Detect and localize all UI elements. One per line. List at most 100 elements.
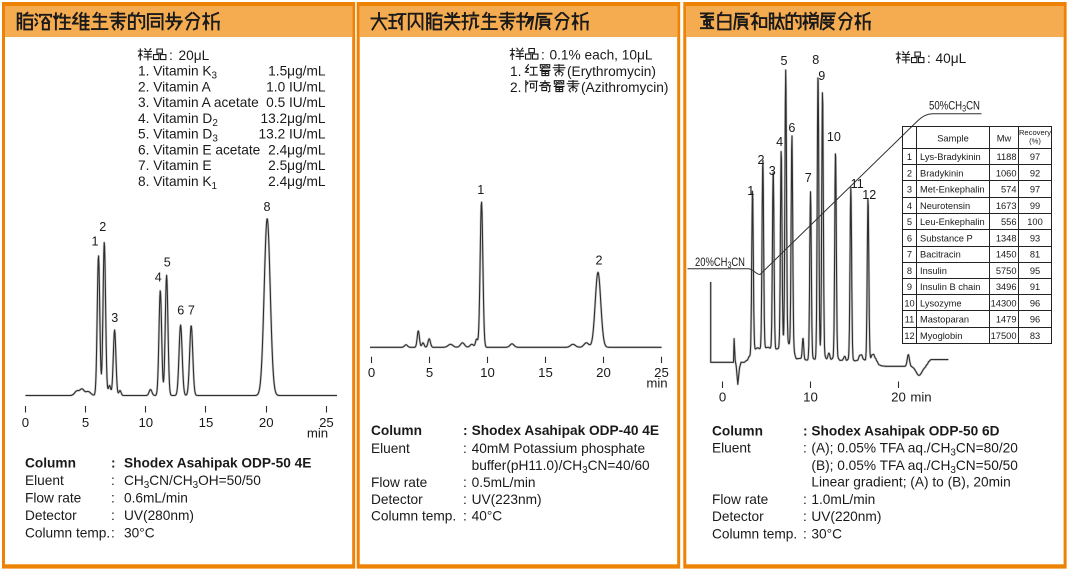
svg-text:10: 10 (827, 130, 841, 144)
svg-text:30°C: 30°C (811, 527, 842, 542)
svg-text:7: 7 (188, 304, 195, 318)
svg-text:8. Vitamin K1​: 8. Vitamin K1​ (138, 174, 218, 192)
svg-text::: : (169, 48, 173, 63)
svg-text:6: 6 (907, 233, 912, 243)
svg-text:0.6mL/min: 0.6mL/min (124, 491, 188, 506)
svg-text:12: 12 (904, 331, 914, 341)
svg-text:40mM Potassium phosphate: 40mM Potassium phosphate (472, 441, 645, 456)
svg-text:8: 8 (812, 53, 819, 67)
svg-text:Neurotensin: Neurotensin (920, 201, 970, 211)
svg-text::: : (111, 473, 115, 488)
svg-text:0.5 IU/mL: 0.5 IU/mL (266, 95, 326, 110)
svg-text:0: 0 (368, 365, 375, 380)
svg-text:556: 556 (1001, 217, 1017, 227)
svg-text:1450: 1450 (996, 250, 1017, 260)
svg-text:1: 1 (477, 183, 484, 197)
svg-text:4: 4 (907, 201, 912, 211)
svg-text:20%CH3CN: 20%CH3CN (695, 255, 745, 270)
svg-text::: : (803, 509, 807, 524)
svg-text:13.2μg/mL: 13.2μg/mL (261, 111, 326, 126)
svg-text:(%): (%) (1029, 137, 1041, 146)
svg-text:10: 10 (904, 298, 914, 308)
svg-text:Column temp.: Column temp. (712, 527, 797, 542)
svg-text:Sample: Sample (937, 134, 969, 144)
svg-text:100: 100 (1027, 217, 1043, 227)
svg-text:7. Vitamin E: 7. Vitamin E (138, 158, 212, 173)
svg-text:2: 2 (757, 153, 764, 167)
svg-text::: : (541, 48, 545, 63)
svg-text:7: 7 (805, 171, 812, 185)
svg-text:5: 5 (82, 415, 89, 430)
svg-text:CH3​CN/CH3​OH=50/50: CH3​CN/CH3​OH=50/50 (124, 473, 261, 491)
svg-text:13.2 IU/mL: 13.2 IU/mL (259, 127, 326, 142)
svg-text:(B); 0.05% TFA aq./CH3​CN=50/5: (B); 0.05% TFA aq./CH3​CN=50/50 (811, 458, 1018, 476)
svg-text:4. Vitamin D2​: 4. Vitamin D2​ (138, 111, 218, 129)
svg-text:4: 4 (155, 271, 162, 285)
svg-text:2. Vitamin A: 2. Vitamin A (138, 79, 212, 94)
svg-text:min: min (307, 426, 328, 441)
svg-text:2: 2 (595, 254, 602, 268)
svg-text:Column: Column (25, 456, 76, 471)
svg-text:2: 2 (99, 220, 106, 234)
svg-text:10: 10 (803, 390, 818, 405)
svg-text::: : (111, 526, 115, 541)
svg-text:10: 10 (138, 415, 153, 430)
svg-text:83: 83 (1030, 331, 1040, 341)
svg-text:(Erythromycin): (Erythromycin) (567, 64, 656, 79)
svg-text:17500: 17500 (991, 331, 1017, 341)
svg-text:4: 4 (776, 135, 783, 149)
svg-text:0: 0 (22, 415, 29, 430)
svg-text:5: 5 (426, 365, 433, 380)
svg-text:1.0mL/min: 1.0mL/min (811, 492, 875, 507)
svg-text:Column: Column (371, 423, 422, 438)
svg-text:574: 574 (1001, 185, 1017, 195)
svg-text:5. Vitamin D3​: 5. Vitamin D3​ (138, 127, 218, 145)
svg-text:1.: 1. (510, 64, 521, 79)
svg-text:8: 8 (907, 266, 912, 276)
svg-text:7: 7 (907, 250, 912, 260)
svg-text:Detector: Detector (371, 492, 423, 507)
svg-text:Flow rate: Flow rate (371, 475, 427, 490)
svg-text:Mw: Mw (997, 134, 1012, 144)
svg-text:3. Vitamin A acetate: 3. Vitamin A acetate (138, 95, 259, 110)
svg-text:Column temp.: Column temp. (371, 509, 456, 524)
svg-text:97: 97 (1030, 185, 1040, 195)
svg-text:Column temp.: Column temp. (25, 526, 110, 541)
svg-text::: : (463, 509, 467, 524)
svg-text:1060: 1060 (996, 168, 1017, 178)
svg-text:1348: 1348 (996, 233, 1017, 243)
svg-text:Substance P: Substance P (920, 233, 973, 243)
svg-text:Myoglobin: Myoglobin (920, 331, 962, 341)
svg-text:1: 1 (747, 184, 754, 198)
svg-text:40μL: 40μL (936, 51, 967, 66)
svg-text:UV(280nm): UV(280nm) (124, 508, 194, 523)
svg-text:Detector: Detector (712, 509, 764, 524)
svg-text:96: 96 (1030, 315, 1040, 325)
svg-text:Mastoparan: Mastoparan (920, 315, 969, 325)
svg-text:6. Vitamin E acetate: 6. Vitamin E acetate (138, 142, 260, 157)
svg-text:1188: 1188 (997, 152, 1017, 162)
svg-text:Met-Enkephalin: Met-Enkephalin (920, 185, 985, 195)
svg-text:3: 3 (111, 311, 118, 325)
svg-text:5: 5 (164, 256, 171, 270)
svg-text:30°C: 30°C (124, 526, 155, 541)
svg-text:20: 20 (596, 365, 611, 380)
svg-text:Shodex Asahipak ODP-50 6D: Shodex Asahipak ODP-50 6D (811, 424, 999, 439)
svg-text:0.1% each, 10μL: 0.1% each, 10μL (550, 48, 653, 63)
svg-text:2.: 2. (510, 80, 521, 95)
svg-text:0: 0 (719, 390, 726, 405)
svg-text::: : (463, 441, 467, 456)
svg-text:Eluent: Eluent (25, 473, 64, 488)
svg-text:1. Vitamin K3​: 1. Vitamin K3​ (138, 64, 218, 82)
svg-text:1673: 1673 (996, 201, 1017, 211)
svg-text:Shodex Asahipak ODP-40 4E: Shodex Asahipak ODP-40 4E (472, 423, 659, 438)
svg-text:14300: 14300 (991, 298, 1017, 308)
svg-text::: : (111, 456, 116, 471)
svg-text:0.5mL/min: 0.5mL/min (472, 475, 536, 490)
svg-text:Shodex Asahipak ODP-50 4E: Shodex Asahipak ODP-50 4E (124, 456, 311, 471)
svg-text::: : (803, 527, 807, 542)
svg-text:5750: 5750 (996, 266, 1017, 276)
svg-text:81: 81 (1030, 250, 1040, 260)
svg-text:UV(223nm): UV(223nm) (472, 492, 542, 507)
svg-text:12: 12 (862, 188, 876, 202)
